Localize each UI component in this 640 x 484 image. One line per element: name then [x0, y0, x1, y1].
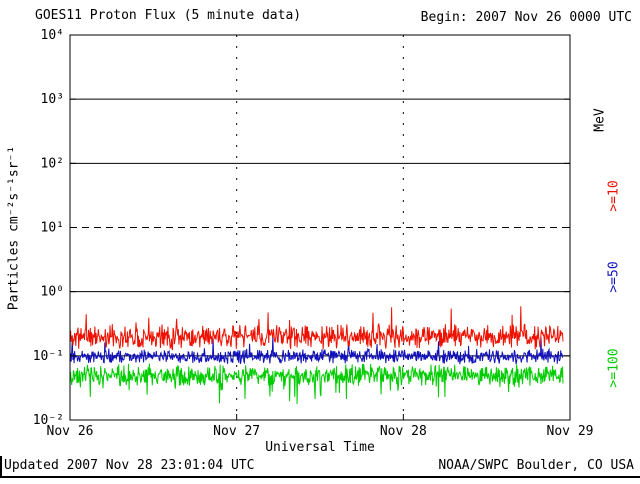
plot-border [69, 34, 571, 421]
y-tick-label: 10¹ [41, 221, 64, 236]
series-line-ge10 [69, 306, 564, 351]
y-tick-label: 10² [41, 156, 64, 171]
updated-timestamp: Updated 2007 Nov 28 23:01:04 UTC [4, 458, 255, 473]
y-tick-label: 10⁴ [41, 28, 64, 43]
credit-label: NOAA/SWPC Boulder, CO USA [438, 458, 634, 473]
y-axis-label: Particles cm⁻²s⁻¹sr⁻¹ [6, 145, 22, 311]
x-axis-label: Universal Time [265, 440, 375, 455]
y-tick-label: 10⁻² [33, 413, 64, 428]
legend-label-ge10: >=10 [606, 180, 622, 212]
x-tick-label: Nov 29 [547, 424, 594, 439]
x-tick-label: Nov 28 [380, 424, 427, 439]
series-line-ge100 [69, 363, 564, 405]
legend-label-ge50: >=50 [606, 261, 622, 293]
bottom-rule-tick [0, 456, 2, 478]
y-tick-label: 10³ [41, 92, 64, 107]
begin-timestamp: Begin: 2007 Nov 26 0000 UTC [420, 10, 632, 25]
series-line-ge50 [69, 336, 564, 365]
x-tick-label: Nov 27 [213, 424, 260, 439]
chart-title: GOES11 Proton Flux (5 minute data) [35, 8, 302, 23]
bottom-rule [0, 476, 640, 478]
legend-label-ge100: >=100 [606, 348, 622, 388]
x-tick-label: Nov 26 [47, 424, 94, 439]
y-tick-label: 10⁰ [41, 285, 64, 300]
units-label-mev: MeV [592, 108, 608, 132]
y-tick-label: 10⁻¹ [33, 349, 64, 364]
